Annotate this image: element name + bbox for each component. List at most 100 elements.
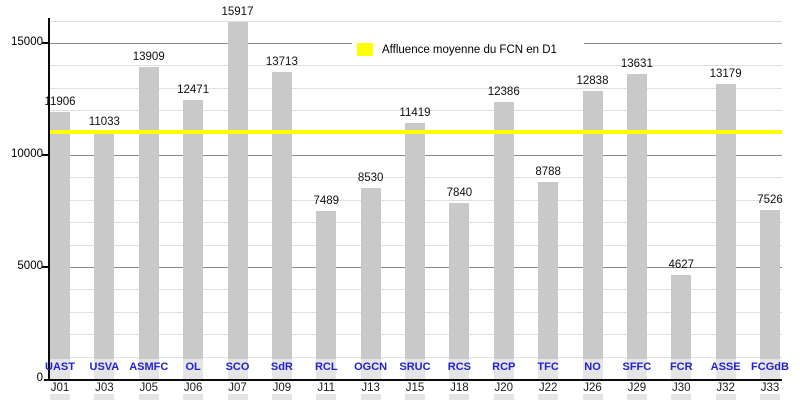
bar-reflection-stub: [94, 394, 115, 400]
bar-value-label: 13179: [709, 67, 742, 80]
bar-reflection-stub: [538, 394, 559, 400]
average-attendance-line: [49, 130, 782, 135]
bar-reflection-stub: [582, 394, 603, 400]
matchday-label: J30: [671, 382, 691, 394]
legend-yellow-swatch-icon: [357, 43, 373, 56]
matchday-label: J07: [228, 382, 247, 394]
team-abbreviation-label: UAST: [45, 361, 75, 373]
bar-reflection-stub: [760, 394, 780, 400]
bar: [316, 211, 337, 379]
matchday-label: J13: [361, 382, 380, 394]
bar-reflection-stub: [271, 394, 292, 400]
team-abbreviation-label: SCO: [225, 361, 250, 373]
team-abbreviation-label: FCGdB: [751, 361, 789, 373]
y-axis-tick: [42, 154, 49, 156]
bar-value-label: 15917: [221, 6, 254, 19]
team-abbreviation-label: RCS: [447, 361, 471, 373]
minor-gridline: [49, 110, 782, 112]
bar: [760, 210, 780, 379]
team-abbreviation-label: ASSE: [710, 361, 741, 373]
bar: [538, 182, 559, 379]
team-abbreviation-label: OGCN: [354, 361, 388, 373]
matchday-label: J15: [405, 382, 425, 394]
matchday-label: J09: [272, 382, 292, 394]
bar-value-label: 12838: [576, 75, 609, 88]
y-axis-tick-label: 15000: [11, 36, 43, 48]
bar-reflection-stub: [138, 394, 159, 400]
team-abbreviation-label: SRUC: [399, 361, 431, 373]
bar: [715, 83, 736, 379]
matchday-label: J05: [139, 382, 159, 394]
bar-reflection-stub: [316, 394, 337, 400]
matchday-label: J22: [538, 382, 558, 394]
legend: Affluence moyenne du FCN en D1: [352, 36, 584, 63]
bar-value-label: 7489: [313, 195, 340, 208]
bar-value-label: 11906: [44, 96, 76, 109]
matchday-label: J03: [95, 382, 114, 394]
bar-reflection-stub: [183, 394, 204, 400]
matchday-label: J06: [183, 382, 203, 394]
minor-gridline: [49, 20, 782, 22]
team-abbreviation-label: SdR: [270, 361, 293, 373]
bar-value-label: 13713: [265, 55, 298, 68]
bar: [94, 131, 115, 379]
matchday-label: J26: [583, 382, 602, 394]
matchday-label: J29: [627, 382, 647, 394]
bar: [271, 71, 292, 379]
bar-value-label: 11419: [399, 107, 431, 120]
matchday-label: J32: [716, 382, 735, 394]
legend-label: Affluence moyenne du FCN en D1: [382, 43, 557, 56]
y-axis-tick: [42, 42, 49, 44]
bar-value-label: 13909: [132, 51, 165, 64]
team-name-band: [49, 358, 782, 379]
y-axis: [48, 18, 50, 381]
matchday-label: J20: [494, 382, 514, 394]
bar-value-label: 7526: [757, 194, 783, 207]
team-abbreviation-label: RCL: [314, 361, 338, 373]
bar: [449, 203, 470, 379]
team-abbreviation-label: TFC: [537, 361, 559, 373]
bar-value-label: 8788: [535, 166, 561, 179]
bar-reflection-stub: [493, 394, 514, 400]
bar-value-label: 12471: [177, 83, 210, 96]
bar-value-label: 4627: [668, 259, 695, 272]
bar-reflection-stub: [626, 394, 647, 400]
bar-reflection-stub: [227, 394, 248, 400]
bar-reflection-stub: [671, 394, 692, 400]
team-abbreviation-label: OL: [185, 361, 201, 373]
team-abbreviation-label: FCR: [669, 361, 693, 373]
bar: [405, 123, 425, 379]
bar-reflection-stub: [715, 394, 736, 400]
minor-gridline: [49, 65, 782, 67]
bar-value-label: 11033: [88, 115, 120, 128]
bar: [671, 275, 692, 379]
bar-value-label: 7840: [446, 187, 473, 200]
y-axis-tick: [42, 266, 49, 268]
matchday-label: J33: [760, 382, 780, 394]
bar: [183, 99, 204, 379]
minor-gridline: [49, 87, 782, 89]
bar: [493, 101, 514, 379]
x-axis: [44, 378, 782, 381]
matchday-label: J18: [450, 382, 469, 394]
y-axis-tick-label: 0: [36, 372, 43, 384]
team-abbreviation-label: USVA: [89, 361, 120, 373]
team-abbreviation-label: SFFC: [622, 361, 652, 373]
bar-reflection-stub: [405, 394, 425, 400]
bar-value-label: 8530: [357, 171, 384, 184]
bar: [360, 187, 381, 379]
bar: [50, 112, 70, 379]
bar: [138, 67, 159, 379]
team-abbreviation-label: RCP: [492, 361, 516, 373]
bar: [227, 22, 248, 379]
team-abbreviation-label: NO: [584, 361, 601, 373]
matchday-label: J01: [50, 382, 70, 394]
team-abbreviation-label: ASMFC: [129, 361, 169, 373]
bar-value-label: 13631: [620, 57, 653, 70]
matchday-label: J11: [317, 382, 336, 394]
y-axis-tick-label: 5000: [17, 260, 43, 272]
bar-reflection-stub: [449, 394, 470, 400]
bar-reflection-stub: [50, 394, 70, 400]
bar-reflection-stub: [360, 394, 381, 400]
